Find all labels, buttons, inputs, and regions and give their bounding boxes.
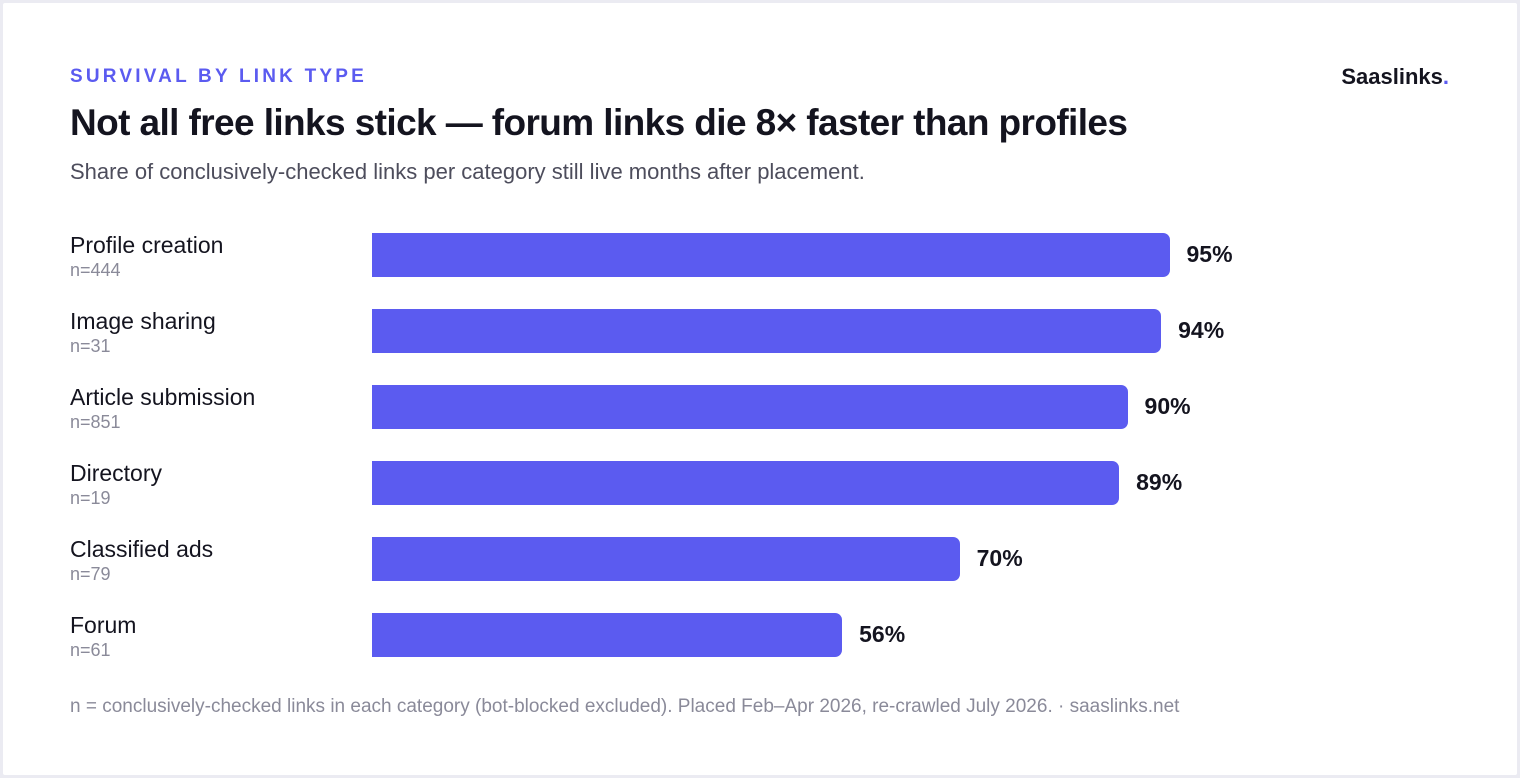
bar xyxy=(372,233,1170,277)
value-label: 95% xyxy=(1186,241,1233,267)
brand-name: Saaslinks xyxy=(1341,64,1443,89)
bar-row: Profile creation n=444 95% xyxy=(3,232,1517,308)
category-label: Directory xyxy=(70,460,163,486)
category-label: Article submission xyxy=(70,384,256,410)
chart-card: SURVIVAL BY LINK TYPE Saaslinks. Not all… xyxy=(3,3,1517,775)
sample-size-label: n=444 xyxy=(70,260,121,280)
bar xyxy=(372,385,1128,429)
brand-dot: . xyxy=(1442,64,1449,89)
chart-subtitle: Share of conclusively-checked links per … xyxy=(70,159,865,184)
bar xyxy=(372,613,843,657)
sample-size-label: n=19 xyxy=(70,488,111,508)
bar xyxy=(372,461,1120,505)
category-label: Forum xyxy=(70,612,137,638)
sample-size-label: n=31 xyxy=(70,336,111,356)
value-label: 89% xyxy=(1136,469,1183,495)
sample-size-label: n=79 xyxy=(70,564,111,584)
value-label: 94% xyxy=(1178,317,1225,343)
footnote: n = conclusively-checked links in each c… xyxy=(70,696,1180,717)
bar xyxy=(372,537,960,581)
bar xyxy=(372,309,1162,353)
bar-row: Directory n=19 89% xyxy=(3,460,1517,536)
eyebrow-label: SURVIVAL BY LINK TYPE xyxy=(70,66,368,87)
value-label: 56% xyxy=(859,621,906,647)
bar-row: Classified ads n=79 70% xyxy=(3,536,1517,612)
bar-chart: Profile creation n=444 95% Image sharing n=3… xyxy=(3,3,1517,775)
sample-size-label: n=61 xyxy=(70,640,111,660)
value-label: 90% xyxy=(1144,393,1191,419)
category-label: Profile creation xyxy=(70,232,224,258)
bar-row: Image sharing n=31 94% xyxy=(3,308,1517,384)
bar-row: Article submission n=851 90% xyxy=(3,384,1517,460)
chart-title: Not all free links stick — forum links d… xyxy=(70,102,1128,143)
sample-size-label: n=851 xyxy=(70,412,121,432)
brand-logo[interactable]: Saaslinks. xyxy=(1341,64,1449,90)
bar-row: Forum n=61 56% xyxy=(3,612,1517,688)
category-label: Image sharing xyxy=(70,308,216,334)
value-label: 70% xyxy=(976,545,1023,571)
category-label: Classified ads xyxy=(70,536,214,562)
